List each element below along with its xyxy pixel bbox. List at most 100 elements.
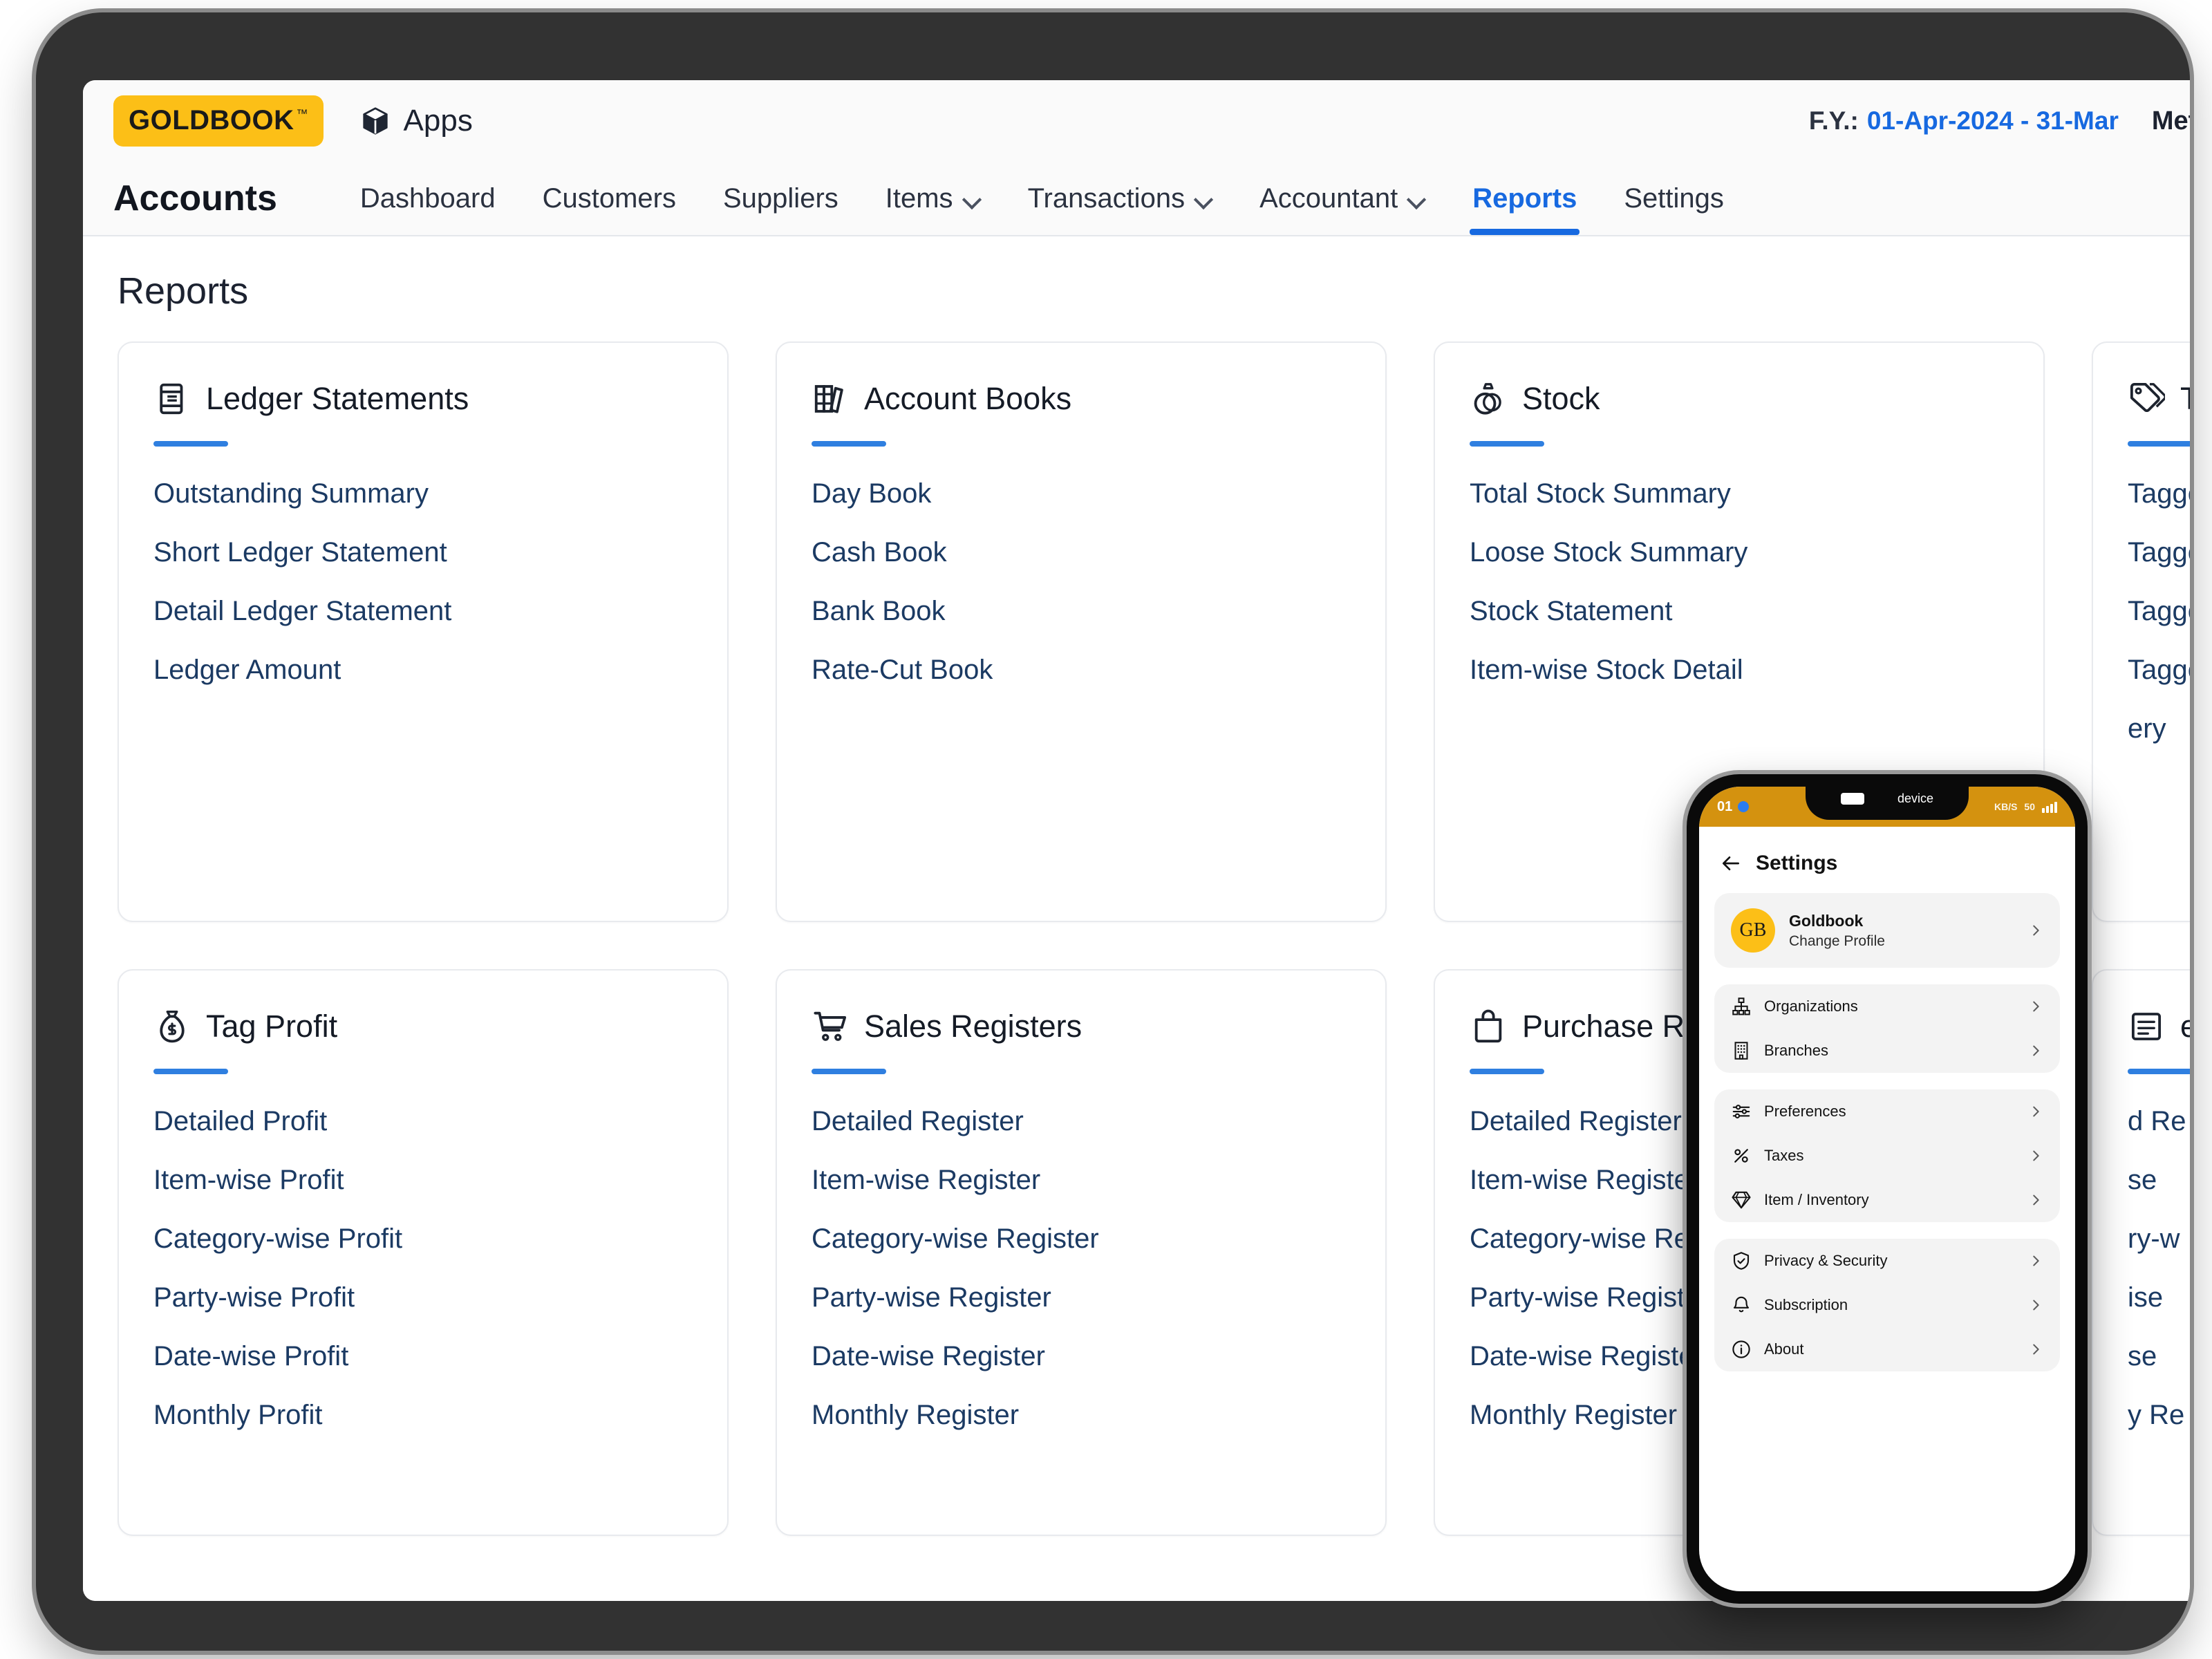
settings-group-organization: Organizations Branches — [1714, 984, 2060, 1073]
back-arrow-icon[interactable] — [1720, 852, 1742, 874]
report-link[interactable]: Category-wise Register — [812, 1224, 1099, 1254]
nav-item-suppliers[interactable]: Suppliers — [700, 162, 862, 235]
report-link[interactable]: y Re — [2128, 1400, 2185, 1430]
settings-row-label: Item / Inventory — [1764, 1191, 1869, 1208]
report-link[interactable]: ry-w — [2128, 1224, 2180, 1254]
settings-row-preferences[interactable]: Preferences — [1714, 1089, 2060, 1134]
report-link[interactable]: Tagged Sto — [2128, 478, 2190, 509]
profile-name: Goldbook — [1789, 911, 1864, 930]
report-card-grid: Ledger Statements Outstanding Summary Sh… — [83, 341, 2190, 1536]
settings-row-privacy-security[interactable]: Privacy & Security — [1714, 1239, 2060, 1283]
status-right: KB/S 50 — [1994, 800, 2057, 813]
report-link[interactable]: Total Stock Summary — [1470, 478, 1731, 509]
report-link[interactable]: Stock Statement — [1470, 596, 1673, 626]
report-link[interactable]: Rate-Cut Book — [812, 655, 993, 685]
report-link[interactable]: se — [2128, 1165, 2157, 1195]
report-link[interactable]: Date-wise Profit — [153, 1341, 349, 1371]
chevron-right-icon — [2033, 925, 2039, 936]
logo-text: GOLDBOOK — [129, 105, 294, 135]
card-title: Tagged — [2180, 381, 2190, 416]
report-link[interactable]: se — [2128, 1341, 2157, 1371]
card-header: Account Books — [812, 380, 1351, 418]
report-link[interactable]: Detailed Register — [812, 1106, 1024, 1136]
card-accent-rule — [2128, 441, 2190, 447]
main-navbar: Accounts Dashboard Customers Suppliers I… — [83, 162, 2190, 236]
report-link[interactable]: Bank Book — [812, 596, 946, 626]
report-link[interactable]: Detailed Register — [1470, 1106, 1682, 1136]
settings-row-branches[interactable]: Branches — [1714, 1029, 2060, 1073]
nav-label: Reports — [1472, 182, 1577, 214]
percent-icon — [1734, 1149, 1748, 1163]
report-link[interactable]: Category-wise Profit — [153, 1224, 403, 1254]
card-link-list: Outstanding Summary Short Ledger Stateme… — [153, 478, 693, 686]
report-link[interactable]: Item-wise Register — [1470, 1165, 1699, 1195]
nav-item-transactions[interactable]: Transactions — [1004, 162, 1237, 235]
phone-header: Settings — [1699, 827, 2075, 893]
report-link[interactable]: Tagged Sto — [2128, 655, 2190, 685]
report-link[interactable]: Outstanding Summary — [153, 478, 429, 509]
card-accent-rule — [812, 1069, 886, 1074]
goldbook-logo[interactable]: GOLDBOOK ™ — [113, 95, 324, 147]
settings-row-organizations[interactable]: Organizations — [1714, 984, 2060, 1029]
financial-year-selector[interactable]: F.Y.: 01-Apr-2024 - 31-Mar — [1809, 106, 2119, 135]
books-icon — [814, 385, 843, 413]
report-card-account-books: Account Books Day Book Cash Book Bank Bo… — [776, 341, 1387, 922]
report-link[interactable]: Party-wise Register — [812, 1282, 1051, 1313]
card-accent-rule — [153, 1069, 228, 1074]
nav-item-accountant[interactable]: Accountant — [1236, 162, 1449, 235]
report-link[interactable]: ery — [2128, 713, 2166, 744]
report-link[interactable]: Ledger Amount — [153, 655, 341, 685]
battery-percent: 50 — [2024, 801, 2035, 812]
report-link[interactable]: Monthly Register — [812, 1400, 1020, 1430]
report-link[interactable]: Day Book — [812, 478, 932, 509]
shield-check-icon — [1733, 1252, 1750, 1270]
module-name-accounts: Accounts — [113, 178, 277, 218]
settings-row-subscription[interactable]: Subscription — [1714, 1283, 2060, 1327]
report-link[interactable]: Short Ledger Statement — [153, 537, 447, 568]
report-link[interactable]: Item-wise Register — [812, 1165, 1041, 1195]
status-left: 01 — [1717, 799, 1750, 815]
profile-row[interactable]: GB Goldbook Change Profile — [1714, 893, 2060, 968]
metal-label[interactable]: Metal — [2151, 106, 2190, 135]
chevron-right-icon — [2033, 1106, 2039, 1117]
report-link[interactable]: Loose Stock Summary — [1470, 537, 1748, 568]
report-link[interactable]: ise — [2128, 1282, 2164, 1313]
report-link[interactable]: Monthly Register — [1470, 1400, 1678, 1430]
report-link[interactable]: Detailed Profit — [153, 1106, 328, 1136]
phone-screen: 01 KB/S 50 device Settings GB — [1699, 787, 2075, 1591]
report-link[interactable]: Item-wise Stock Detail — [1470, 655, 1743, 685]
nav-item-items[interactable]: Items — [862, 162, 1004, 235]
report-link[interactable]: Monthly Profit — [153, 1400, 323, 1430]
phone-page-title: Settings — [1756, 852, 1838, 874]
settings-group-account: Privacy & Security Subscription — [1714, 1239, 2060, 1371]
report-link[interactable]: Party-wise Profit — [153, 1282, 355, 1313]
profile-text: Goldbook Change Profile — [1789, 912, 2014, 950]
shopping-bag-icon — [1474, 1009, 1502, 1043]
chevron-right-icon — [2033, 1001, 2039, 1012]
apps-button[interactable]: Apps — [359, 104, 473, 138]
settings-row-taxes[interactable]: Taxes — [1714, 1134, 2060, 1178]
report-link[interactable]: Item-wise Profit — [153, 1165, 344, 1195]
settings-row-label: Branches — [1764, 1042, 1828, 1059]
report-link[interactable]: Detail Ledger Statement — [153, 596, 452, 626]
card-header: Sales Registers — [812, 1008, 1351, 1045]
report-link[interactable]: d Re — [2128, 1106, 2186, 1136]
nav-label: Accountant — [1259, 182, 1398, 214]
nav-item-settings[interactable]: Settings — [1600, 162, 1747, 235]
report-card-sales-registers: Sales Registers Detailed Register Item-w… — [776, 969, 1387, 1536]
report-link[interactable]: Date-wise Register — [1470, 1341, 1703, 1371]
nav-item-dashboard[interactable]: Dashboard — [337, 162, 519, 235]
report-link[interactable]: Tagged Ou — [2128, 596, 2190, 626]
nav-item-customers[interactable]: Customers — [519, 162, 700, 235]
report-link[interactable]: Party-wise Register — [1470, 1282, 1709, 1313]
report-link[interactable]: Cash Book — [812, 537, 947, 568]
card-header: es R — [2128, 1008, 2190, 1045]
settings-row-about[interactable]: About — [1714, 1327, 2060, 1371]
report-link[interactable]: Date-wise Register — [812, 1341, 1045, 1371]
nav-item-reports[interactable]: Reports — [1449, 162, 1600, 235]
settings-row-item-inventory[interactable]: Item / Inventory — [1714, 1178, 2060, 1222]
card-title: Sales Registers — [864, 1009, 1082, 1044]
info-icon — [1732, 1340, 1750, 1358]
report-link[interactable]: Tagged Inv — [2128, 537, 2190, 568]
chevron-down-icon — [1407, 189, 1425, 207]
